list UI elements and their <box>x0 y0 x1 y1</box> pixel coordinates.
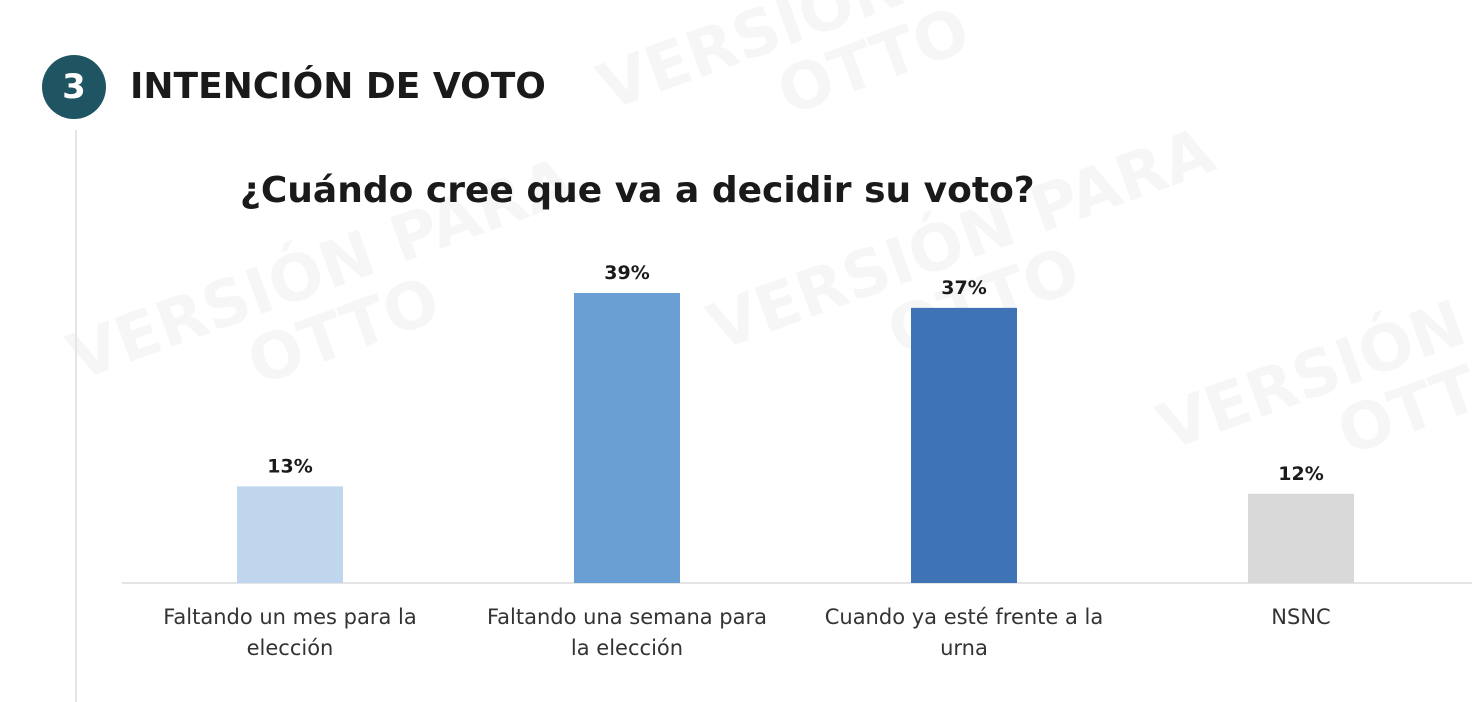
left-divider <box>75 130 77 702</box>
category-label-3: Cuando ya esté frente a la urna <box>825 605 1104 660</box>
category-label-2: Faltando una semana para la elección <box>487 605 767 660</box>
bar-3 <box>911 307 1017 583</box>
value-label-2: 39% <box>604 262 649 284</box>
category-label-4: NSNC <box>1271 605 1330 629</box>
section-number-badge: 3 <box>42 55 106 119</box>
category-label-line: Cuando ya esté frente a la <box>825 605 1104 629</box>
value-label-4: 12% <box>1278 463 1323 485</box>
category-label-line: elección <box>247 636 334 660</box>
category-label-line: NSNC <box>1271 605 1330 629</box>
bar-4 <box>1248 493 1354 583</box>
category-label-line: Faltando una semana para <box>487 605 767 629</box>
bar-1 <box>237 486 343 583</box>
chart-title: ¿Cuándo cree que va a decidir su voto? <box>240 170 1035 211</box>
section-title: INTENCIÓN DE VOTO <box>130 66 546 107</box>
value-label-3: 37% <box>941 277 986 299</box>
category-label-1: Faltando un mes para la elección <box>163 605 417 660</box>
category-label-line: Faltando un mes para la <box>163 605 417 629</box>
category-label-line: la elección <box>571 636 683 660</box>
bar-2 <box>574 293 680 583</box>
value-label-1: 13% <box>267 455 312 477</box>
category-label-line: urna <box>940 636 988 660</box>
